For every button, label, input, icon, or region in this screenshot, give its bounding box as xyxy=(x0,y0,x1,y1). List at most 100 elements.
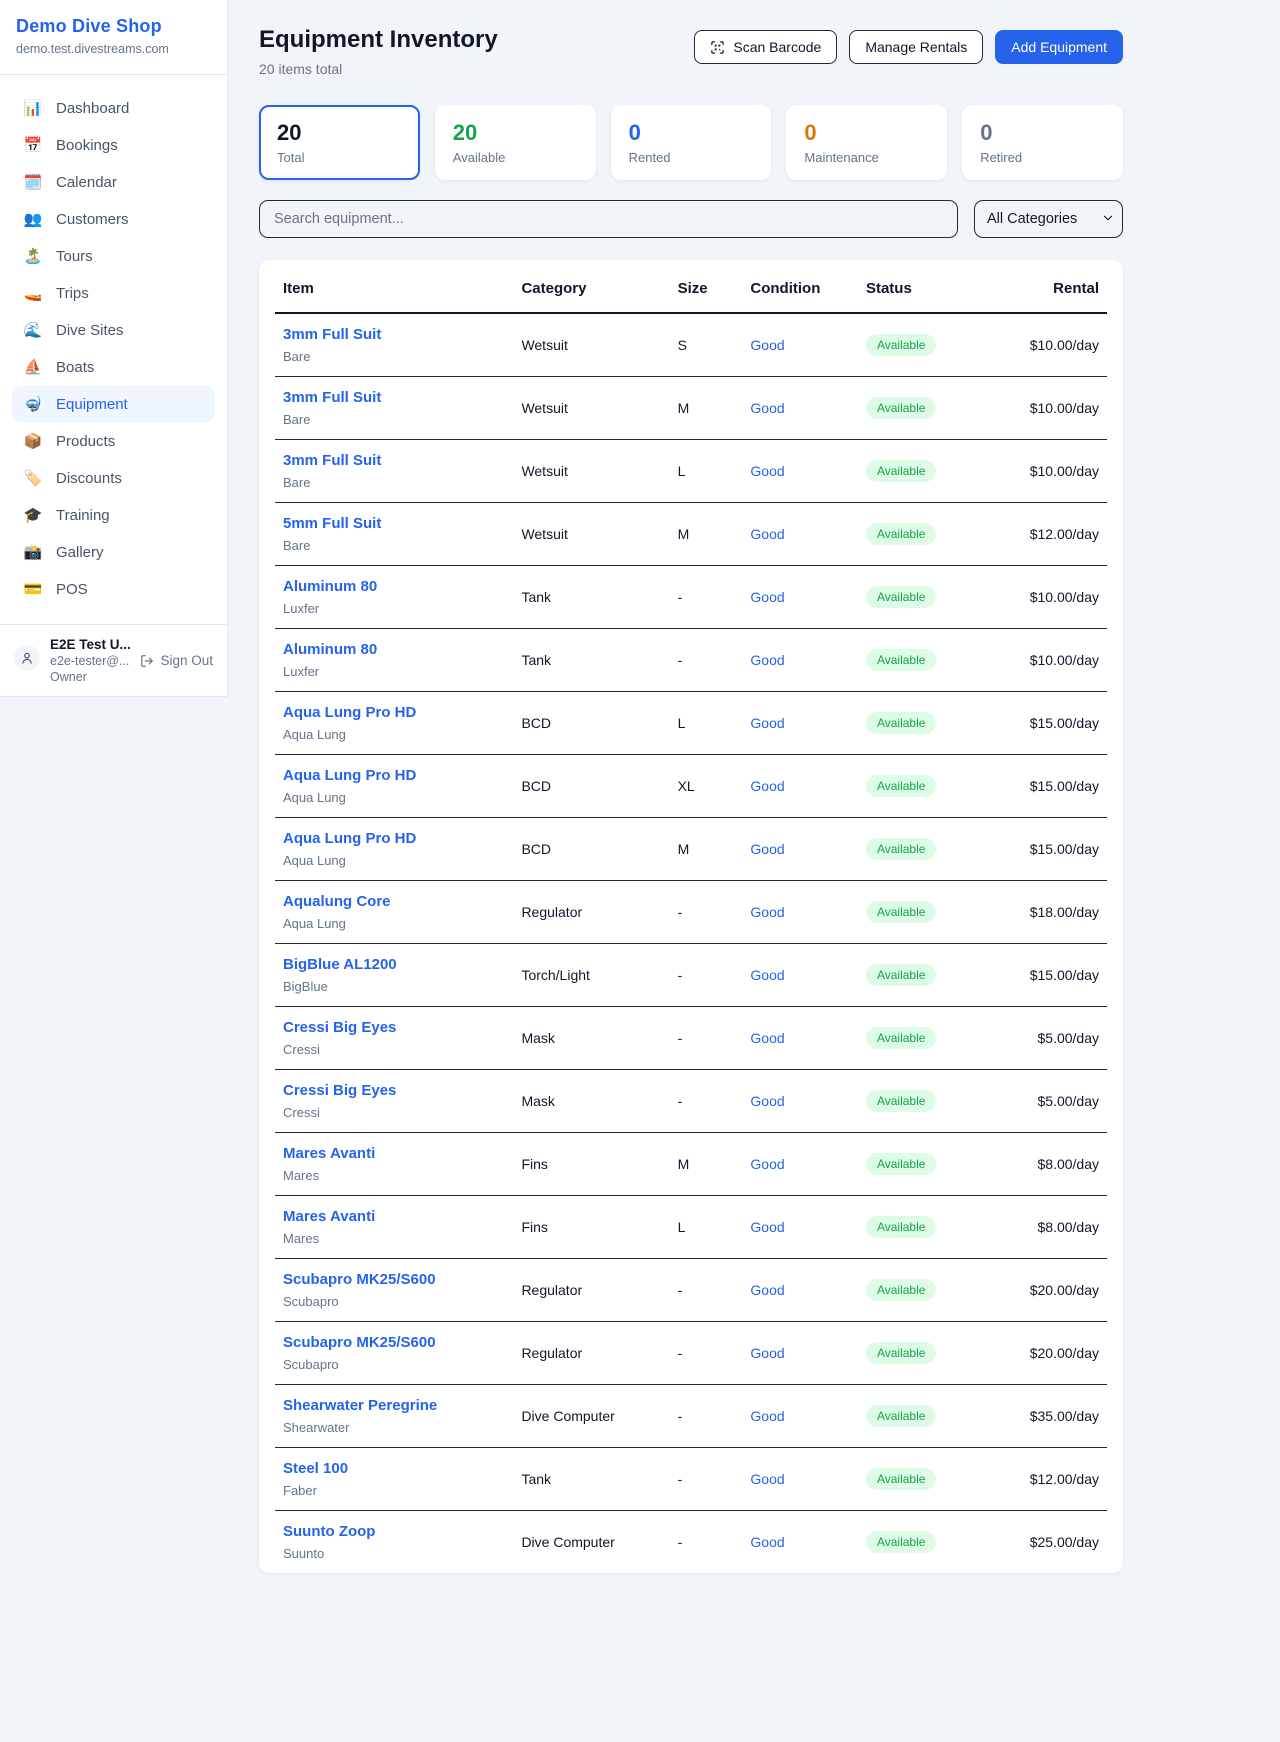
item-brand: Luxfer xyxy=(283,601,320,617)
stat-card-retired[interactable]: 0 Retired xyxy=(962,104,1123,181)
condition-link[interactable]: Good xyxy=(750,400,785,417)
item-name-link[interactable]: Aluminum 80 xyxy=(283,578,378,596)
category-select[interactable]: All Categories xyxy=(974,200,1123,239)
condition-link[interactable]: Good xyxy=(750,1471,785,1488)
item-name-link[interactable]: Mares Avanti xyxy=(283,1145,376,1163)
item-name-link[interactable]: Scubapro MK25/S600 xyxy=(283,1334,436,1352)
condition-link[interactable]: Good xyxy=(750,1345,785,1362)
status-cell: Available xyxy=(857,943,1022,1008)
add-equipment-button[interactable]: Add Equipment xyxy=(995,30,1123,64)
condition-link[interactable]: Good xyxy=(750,1534,785,1551)
item-name-link[interactable]: 3mm Full Suit xyxy=(283,389,382,407)
condition-link[interactable]: Good xyxy=(750,589,785,606)
condition-link[interactable]: Good xyxy=(750,463,785,480)
sidebar-item-discounts[interactable]: 🏷️ Discounts xyxy=(12,460,215,496)
stat-card-available[interactable]: 20 Available xyxy=(434,104,596,181)
table-row: 5mm Full Suit Bare Wetsuit M Good Available $1… xyxy=(275,502,1107,567)
category-cell: BCD xyxy=(513,754,670,819)
item-name-link[interactable]: BigBlue AL1200 xyxy=(283,956,397,974)
size-cell: S xyxy=(669,313,743,378)
sidebar-item-trips[interactable]: 🚤 Trips xyxy=(12,275,215,311)
condition-link[interactable]: Good xyxy=(750,1156,785,1173)
stat-card-rented[interactable]: 0 Rented xyxy=(610,104,772,181)
condition-link[interactable]: Good xyxy=(750,1219,785,1236)
stat-card-total[interactable]: 20 Total xyxy=(259,104,420,181)
condition-link[interactable]: Good xyxy=(750,967,785,984)
sign-out-button[interactable]: Sign Out xyxy=(140,653,213,668)
condition-link[interactable]: Good xyxy=(750,337,785,354)
condition-link[interactable]: Good xyxy=(750,1030,785,1047)
manage-rentals-button[interactable]: Manage Rentals xyxy=(849,30,984,64)
rental-cell: $20.00/day xyxy=(1021,1258,1107,1323)
stat-label: Maintenance xyxy=(804,150,879,166)
condition-link[interactable]: Good xyxy=(750,715,785,732)
status-badge: Available xyxy=(865,1090,937,1113)
column-header-status: Status xyxy=(857,260,1022,315)
sidebar-item-products[interactable]: 📦 Products xyxy=(12,423,215,459)
condition-link[interactable]: Good xyxy=(750,1093,785,1110)
condition-link[interactable]: Good xyxy=(750,778,785,795)
item-brand: Aqua Lung xyxy=(283,727,346,743)
sidebar-item-bookings[interactable]: 📅 Bookings xyxy=(12,127,215,163)
table-row: Aqualung Core Aqua Lung Regulator - Good Avai… xyxy=(275,880,1107,945)
item-name-link[interactable]: 3mm Full Suit xyxy=(283,326,382,344)
sidebar-item-boats[interactable]: ⛵ Boats xyxy=(12,349,215,385)
condition-link[interactable]: Good xyxy=(750,526,785,543)
sidebar-item-dashboard[interactable]: 📊 Dashboard xyxy=(12,90,215,126)
condition-link[interactable]: Good xyxy=(750,841,785,858)
condition-link[interactable]: Good xyxy=(750,652,785,669)
condition-cell: Good xyxy=(742,691,858,756)
status-cell: Available xyxy=(858,1511,1022,1574)
condition-link[interactable]: Good xyxy=(750,1408,785,1425)
sidebar-item-tours[interactable]: 🏝️ Tours xyxy=(12,238,215,274)
size-cell: M xyxy=(669,817,743,882)
page-title-block: Equipment Inventory 20 items total xyxy=(259,26,498,77)
item-cell: 3mm Full Suit Bare xyxy=(275,439,514,504)
scan-barcode-button[interactable]: Scan Barcode xyxy=(694,30,838,64)
status-badge: Available xyxy=(865,460,937,483)
condition-link[interactable]: Good xyxy=(750,1282,785,1299)
item-name-link[interactable]: Cressi Big Eyes xyxy=(283,1082,397,1100)
rental-cell: $15.00/day xyxy=(1021,754,1107,819)
item-name-link[interactable]: Scubapro MK25/S600 xyxy=(283,1271,436,1289)
sidebar: Demo Dive Shop demo.test.divestreams.com… xyxy=(0,0,228,697)
sidebar-item-calendar[interactable]: 🗓️ Calendar xyxy=(12,164,215,200)
item-name-link[interactable]: Aqua Lung Pro HD xyxy=(283,767,417,785)
item-name-link[interactable]: Mares Avanti xyxy=(283,1208,376,1226)
sidebar-item-equipment[interactable]: 🤿 Equipment xyxy=(12,386,215,422)
manage-rentals-label: Manage Rentals xyxy=(865,39,968,55)
sidebar-item-gallery[interactable]: 📸 Gallery xyxy=(12,534,215,570)
rental-cell: $5.00/day xyxy=(1021,1069,1107,1134)
item-name-link[interactable]: Cressi Big Eyes xyxy=(283,1019,397,1037)
stat-card-maintenance[interactable]: 0 Maintenance xyxy=(786,104,948,181)
credit-card-icon: 💳 xyxy=(23,581,43,598)
sidebar-item-pos[interactable]: 💳 POS xyxy=(12,571,215,607)
table-row: Cressi Big Eyes Cressi Mask - Good Available $… xyxy=(275,1069,1107,1134)
item-name-link[interactable]: Shearwater Peregrine xyxy=(283,1397,438,1415)
condition-link[interactable]: Good xyxy=(750,904,785,921)
sidebar-item-dive-sites[interactable]: 🌊 Dive Sites xyxy=(12,312,215,348)
search-input[interactable] xyxy=(259,200,958,239)
item-cell: Scubapro MK25/S600 Scubapro xyxy=(275,1258,514,1323)
status-cell: Available xyxy=(857,1006,1022,1071)
item-name-link[interactable]: Aqua Lung Pro HD xyxy=(283,704,417,722)
item-name-link[interactable]: 3mm Full Suit xyxy=(283,452,382,470)
category-cell: Regulator xyxy=(513,880,670,945)
item-name-link[interactable]: Aqua Lung Pro HD xyxy=(283,830,417,848)
sidebar-item-customers[interactable]: 👥 Customers xyxy=(12,201,215,237)
sidebar-item-label: POS xyxy=(56,580,88,598)
item-name-link[interactable]: Aluminum 80 xyxy=(283,641,378,659)
condition-cell: Good xyxy=(742,376,858,441)
category-cell: Dive Computer xyxy=(521,1534,615,1551)
item-brand: Scubapro xyxy=(283,1294,339,1310)
item-name-link[interactable]: Steel 100 xyxy=(283,1460,349,1478)
category-cell: Mask xyxy=(513,1006,670,1071)
item-name-link[interactable]: Aqualung Core xyxy=(283,893,391,911)
item-brand: Scubapro xyxy=(283,1357,339,1373)
users-icon: 👥 xyxy=(23,211,43,228)
status-cell: Available xyxy=(857,1384,1022,1449)
sidebar-item-training[interactable]: 🎓 Training xyxy=(12,497,215,533)
item-name-link[interactable]: 5mm Full Suit xyxy=(283,515,382,533)
item-name-link[interactable]: Suunto Zoop xyxy=(283,1523,376,1541)
status-badge: Available xyxy=(865,1405,937,1428)
